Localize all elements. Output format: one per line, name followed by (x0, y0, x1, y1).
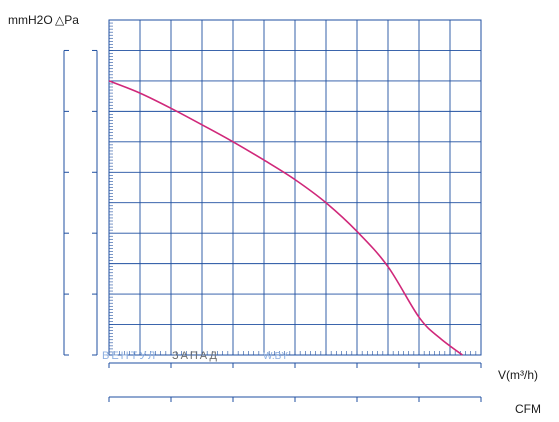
y-unit-label-2: △Pa (55, 13, 79, 27)
plot-grid (108, 19, 482, 356)
x2-unit-label: CFM (515, 402, 541, 416)
minor-ticks (109, 22, 477, 355)
watermark: ВЕНТУЛ ЗАПАД W.BY (102, 350, 288, 362)
x-unit-label: V(m³/h) (498, 368, 538, 382)
performance-curve (108, 80, 463, 356)
series-layer (108, 80, 463, 356)
axes (63, 49, 482, 402)
watermark-part2: ЗАПАД (172, 350, 219, 362)
watermark-part3: W.BY (263, 351, 288, 362)
watermark-part1: ВЕНТУЛ (102, 350, 157, 362)
y-unit-label: mmH2O (8, 13, 53, 27)
